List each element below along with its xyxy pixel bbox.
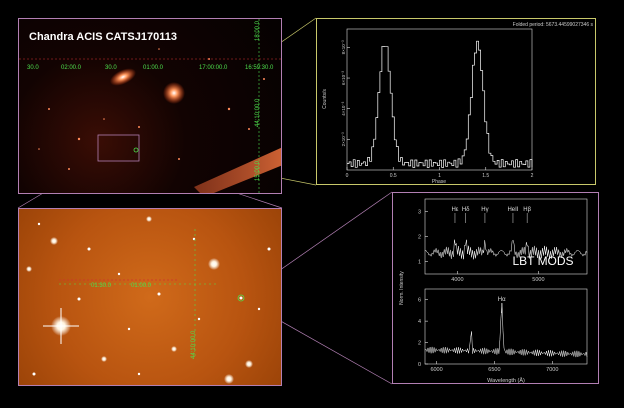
spectrum-bottom-series — [424, 303, 588, 358]
lc-xtick-label: 1 — [438, 173, 441, 179]
lc-xtick-label: 0 — [346, 173, 349, 179]
lc-xtick-label: 1.5 — [482, 173, 489, 179]
optical-dec-label: 44:10:00.0 — [191, 330, 197, 359]
spec-xtick-label: 4000 — [451, 277, 463, 283]
galaxy-1 — [109, 68, 137, 86]
spec-line-label: HeII — [507, 207, 518, 213]
xray-image-panel: Chandra ACIS CATSJ170113 30.0 02:00.0 30… — [18, 18, 282, 194]
optical-image-panel: 01:30.0 01:00.0 44:10:00.0 — [18, 208, 282, 386]
xray-title: Chandra ACIS CATSJ170113 — [29, 31, 177, 43]
lc-ytick-label: 8×10⁻³ — [341, 40, 346, 55]
spectrum-ylabel: Norm. Intensity — [399, 271, 405, 305]
spec-line-label: Hγ — [481, 207, 488, 213]
spec-line-label: Hα — [498, 297, 506, 303]
spec-ytick-label: 4 — [418, 319, 421, 325]
ra-label: 30.0 — [105, 65, 117, 71]
dec-label: 18:00.0 — [255, 20, 261, 41]
spec-line-label: Hβ — [523, 207, 531, 213]
ra-label: 30.0 — [27, 65, 39, 71]
spec-xtick-label: 6500 — [488, 367, 500, 373]
dec-label: 44:10:00.0 — [255, 98, 261, 127]
spec-ytick-label: 1 — [418, 260, 421, 266]
spectrum-xlabel: Wavelength (Å) — [487, 377, 525, 384]
ra-label: 02:00.0 — [61, 65, 82, 71]
ra-label: 01:00.0 — [143, 65, 164, 71]
spec-line-label: Hδ — [462, 207, 470, 213]
lc-xtick-label: 0.5 — [390, 173, 397, 179]
optical-field — [26, 216, 271, 384]
bright-star — [43, 308, 79, 344]
source-marker — [133, 147, 139, 153]
spec-ytick-label: 2 — [418, 235, 421, 241]
lightcurve-axes — [346, 28, 533, 171]
lightcurve-series — [347, 40, 533, 168]
optical-source-marker — [237, 294, 245, 302]
lightcurve-chart: Folded period: 5673.44599027346 s Counts… — [322, 22, 594, 185]
ra-label: 16:59:30.0 — [245, 65, 274, 71]
spec-xtick-label: 5000 — [532, 277, 544, 283]
galaxy-2 — [163, 82, 185, 104]
dec-label: 15:00.0 — [255, 160, 261, 181]
spectrum-label: LBT MODS — [512, 254, 573, 268]
spectrum-bottom-axes — [424, 288, 588, 365]
spec-xtick-label: 6000 — [430, 367, 442, 373]
lc-ytick-label: 6×10⁻³ — [341, 71, 346, 86]
lightcurve-ylabel: Counts/s — [322, 89, 328, 109]
lc-ytick-label: 4×10⁻³ — [341, 101, 346, 116]
optical-ra-label: 01:30.0 — [91, 283, 112, 289]
spectrum-panel: LBT MODS Norm. Intensity Wavelength (Å) … — [392, 192, 599, 384]
xray-field — [19, 19, 281, 193]
zoom-box — [97, 134, 140, 162]
spec-line-label: Hε — [451, 207, 458, 213]
ra-label: 17:00:00.0 — [199, 65, 228, 71]
spectrum-chart: LBT MODS Norm. Intensity Wavelength (Å) … — [399, 198, 588, 384]
lightcurve-panel: Folded period: 5673.44599027346 s Counts… — [316, 18, 596, 185]
spec-ytick-label: 3 — [418, 210, 421, 216]
spec-ytick-label: 6 — [418, 298, 421, 304]
spec-ytick-label: 2 — [418, 341, 421, 347]
lc-ytick-label: 2×10⁻³ — [341, 132, 346, 147]
optical-ra-label: 01:00.0 — [131, 283, 152, 289]
lc-xtick-label: 2 — [531, 173, 534, 179]
spec-ytick-label: 0 — [418, 362, 421, 368]
lightcurve-xlabel: Phase — [432, 179, 446, 185]
spec-xtick-label: 7000 — [546, 367, 558, 373]
chip-edge-band — [194, 147, 281, 193]
spectrum-top-series — [424, 239, 588, 260]
lightcurve-title: Folded period: 5673.44599027346 s — [513, 22, 594, 28]
